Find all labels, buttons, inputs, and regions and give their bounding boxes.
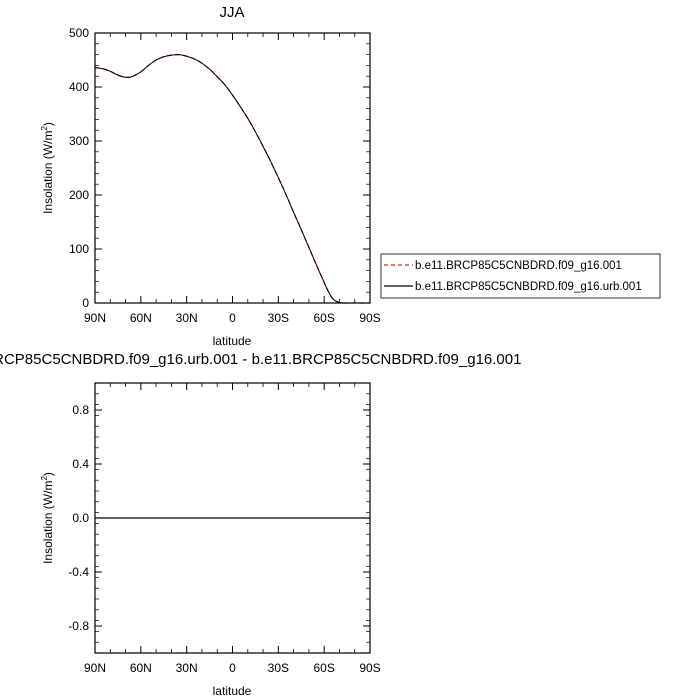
series-line-0	[94, 53, 370, 304]
y-axis-label: Insolation (W/m2)	[40, 122, 55, 214]
difference-x-axis-label: latitude	[213, 684, 252, 698]
x-tick-label: 60N	[130, 661, 152, 675]
x-tick-label: 60N	[130, 311, 152, 325]
legend-entry-control: b.e11.BRCP85C5CNBDRD.f09_g16.001	[415, 260, 622, 272]
y-tick-label: 300	[69, 134, 89, 148]
x-tick-label: 0	[229, 311, 236, 325]
y-tick-label: 0	[82, 296, 89, 310]
x-tick-label: 90N	[84, 661, 106, 675]
x-tick-label: 30N	[176, 311, 198, 325]
y-tick-label: -0.8	[68, 619, 89, 633]
y-tick-label: 200	[69, 188, 89, 202]
x-tick-label: 30S	[268, 311, 289, 325]
y-tick-label: -0.4	[68, 565, 89, 579]
legend-entry-urban: b.e11.BRCP85C5CNBDRD.f09_g16.urb.001	[415, 281, 642, 293]
difference-y-axis-label: Insolation (W/m2)	[40, 472, 55, 564]
plot-frame	[94, 32, 371, 304]
x-tick-label: 30S	[268, 661, 289, 675]
x-tick-label: 60S	[313, 311, 334, 325]
x-tick-label: 90S	[359, 311, 380, 325]
series-line-1	[94, 54, 370, 304]
chart-title: JJA	[219, 4, 244, 21]
legend: b.e11.BRCP85C5CNBDRD.f09_g16.001 b.e11.B…	[380, 253, 661, 299]
y-tick-label: 100	[69, 242, 89, 256]
difference-plot-frame	[94, 382, 371, 654]
legend-box	[380, 253, 661, 299]
y-tick-label: 0.0	[72, 511, 89, 525]
x-axis-label: latitude	[213, 334, 252, 348]
x-tick-label: 30N	[176, 661, 198, 675]
x-tick-label: 90S	[359, 661, 380, 675]
x-tick-label: 60S	[313, 661, 334, 675]
insolation-panel: JJA 90N 60N 30N 0 30S 60S 90S0100200300400500 …	[40, 4, 381, 348]
plot-area: 90N 60N 30N 0 30S 60S 90S 0 100 200 300 400 500	[69, 26, 381, 325]
y-tick-label: 500	[69, 26, 89, 40]
y-tick-label: 0.4	[72, 457, 89, 471]
difference-chart-title: b.e11.BRCP85C5CNBDRD.f09_g16.urb.001 - b…	[0, 351, 521, 368]
x-tick-label: 0	[229, 661, 236, 675]
y-tick-label: 0.8	[72, 403, 89, 417]
difference-panel: b.e11.BRCP85C5CNBDRD.f09_g16.urb.001 - b…	[0, 351, 521, 698]
x-tick-label: 90N	[84, 311, 106, 325]
difference-plot-area: 90N 60N 30N 0 30S 60S 90S -0.8 -0.4 0.0 0.4 0.8	[68, 382, 381, 675]
y-tick-label: 400	[69, 80, 89, 94]
